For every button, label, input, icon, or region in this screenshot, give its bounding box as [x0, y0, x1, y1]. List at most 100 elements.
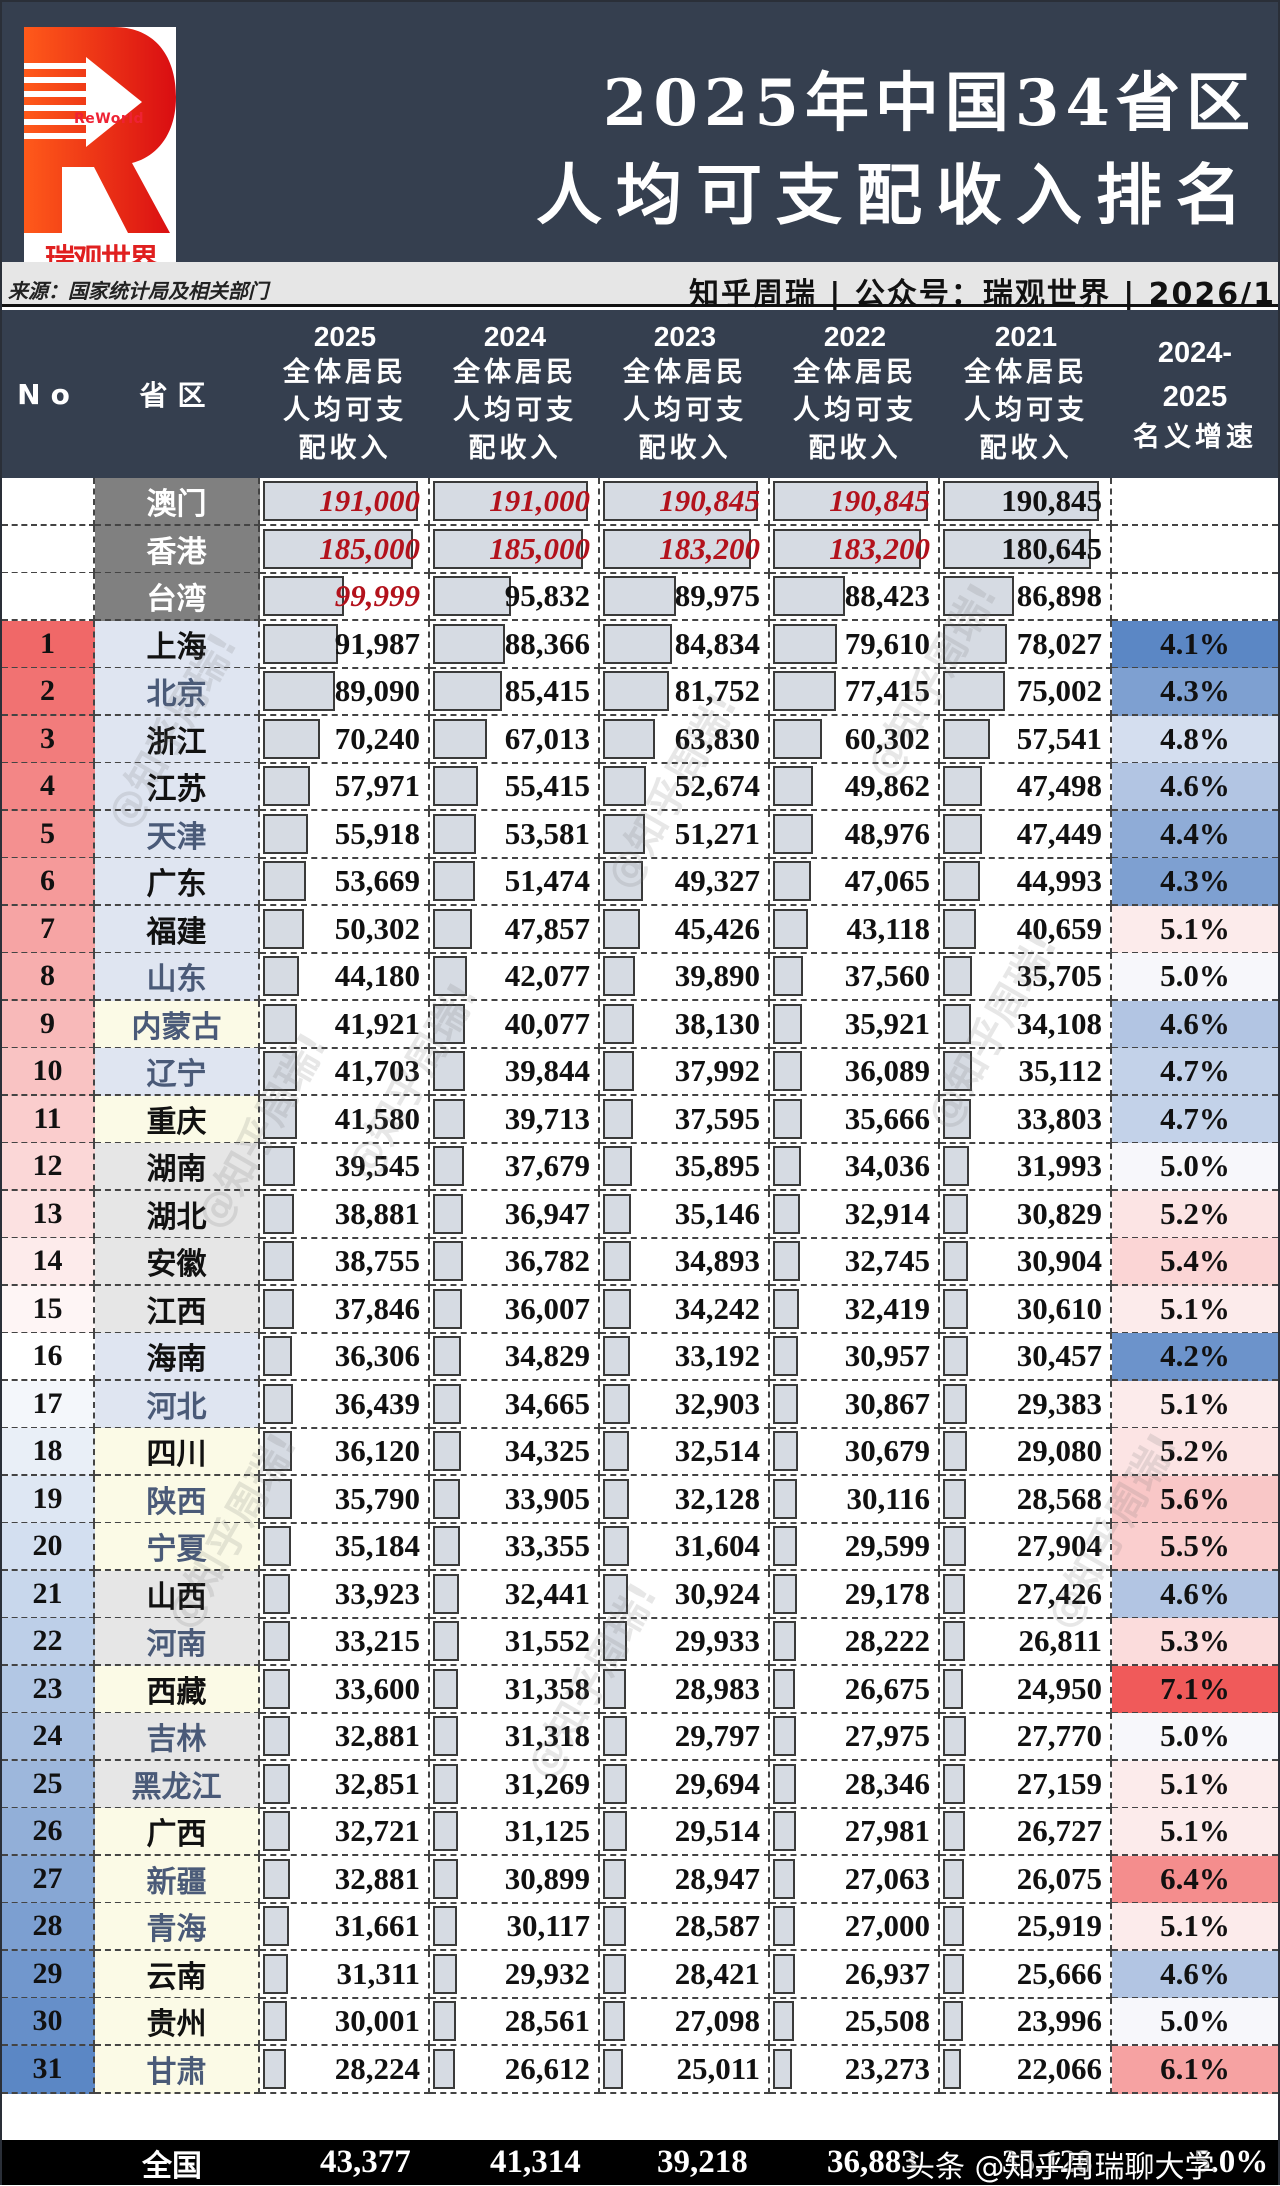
rank-cell: 13	[2, 1191, 95, 1239]
data-bar	[603, 1906, 626, 1946]
growth-cell: 4.2%	[1112, 1333, 1278, 1381]
growth-cell	[1112, 478, 1278, 526]
rank-cell	[2, 526, 95, 574]
data-bar	[263, 481, 418, 521]
rank-cell: 29	[2, 1951, 95, 1999]
province-cell: 贵州	[95, 1998, 260, 2046]
income-cell-2025: 185,000	[260, 526, 430, 574]
income-cell-2024: 31,358	[430, 1666, 600, 1714]
income-cell-2021: 190,845	[940, 478, 1112, 526]
data-bar	[433, 861, 475, 901]
growth-cell: 5.1%	[1112, 1808, 1278, 1856]
page-title-line1: 2025年中国34省区	[602, 66, 1256, 141]
table-row: 13 湖北 38,881 36,947 35,146 32,914 30,829 5.2%	[2, 1191, 1278, 1239]
income-cell-2023: 28,587	[600, 1903, 770, 1951]
province-cell: 河北	[95, 1381, 260, 1429]
province-cell: 广东	[95, 858, 260, 906]
income-cell-2024: 85,415	[430, 668, 600, 716]
income-cell-2023: 84,834	[600, 621, 770, 669]
rank-cell: 1	[2, 621, 95, 669]
table-row: 25 黑龙江 32,851 31,269 29,694 28,346 27,159 5.1%	[2, 1761, 1278, 1809]
income-cell-2022: 27,063	[770, 1856, 940, 1904]
growth-cell: 4.7%	[1112, 1096, 1278, 1144]
data-bar	[433, 1574, 459, 1614]
data-bar	[433, 1099, 465, 1139]
rank-cell: 2	[2, 668, 95, 716]
data-bar	[433, 1194, 463, 1234]
data-bar	[603, 814, 645, 854]
data-bar	[943, 1526, 966, 1566]
rank-cell: 20	[2, 1523, 95, 1571]
income-cell-2023: 183,200	[600, 526, 770, 574]
data-bar	[433, 1384, 461, 1424]
column-header-province: 省区	[139, 379, 216, 412]
table-row: 6 广东 53,669 51,474 49,327 47,065 44,993 4.3%	[2, 858, 1278, 906]
table-row: 24 吉林 32,881 31,318 29,797 27,975 27,770 5.0%	[2, 1713, 1278, 1761]
data-bar	[603, 909, 640, 949]
data-bar	[943, 861, 980, 901]
income-cell-2023: 89,975	[600, 573, 770, 621]
data-bar	[603, 1384, 630, 1424]
data-bar	[263, 1384, 293, 1424]
growth-cell: 5.4%	[1112, 1238, 1278, 1286]
growth-cell: 5.1%	[1112, 1381, 1278, 1429]
income-cell-2024: 67,013	[430, 716, 600, 764]
logo: ReWorld 瑞观世界	[24, 27, 176, 295]
income-cell-2025: 39,545	[260, 1143, 430, 1191]
income-cell-2021: 30,457	[940, 1333, 1112, 1381]
rank-cell	[2, 478, 95, 526]
data-bar	[773, 1194, 800, 1234]
rank-cell: 17	[2, 1381, 95, 1429]
data-bar	[773, 1431, 798, 1471]
national-growth: 5.0%	[1194, 2144, 1269, 2180]
income-cell-2021: 44,993	[940, 858, 1112, 906]
table-row: 18 四川 36,120 34,325 32,514 30,679 29,080 5.2%	[2, 1428, 1278, 1476]
data-bar	[433, 1859, 458, 1899]
growth-cell: 4.7%	[1112, 1048, 1278, 1096]
title-banner: ReWorld 瑞观世界 2025年中国34省区 人均可支配收入排名	[2, 2, 1278, 295]
rank-cell: 25	[2, 1761, 95, 1809]
income-cell-2024: 36,782	[430, 1238, 600, 1286]
income-cell-2024: 30,899	[430, 1856, 600, 1904]
province-cell: 山西	[95, 1571, 260, 1619]
data-bar	[943, 1859, 964, 1899]
province-cell: 湖南	[95, 1143, 260, 1191]
table-row: 31 甘肃 28,224 26,612 25,011 23,273 22,066 6.1%	[2, 2046, 1278, 2094]
growth-cell: 4.6%	[1112, 1571, 1278, 1619]
rank-cell	[2, 573, 95, 621]
income-cell-2021: 47,449	[940, 811, 1112, 859]
data-bar	[773, 1051, 802, 1091]
income-cell-2023: 190,845	[600, 478, 770, 526]
data-bar	[773, 624, 837, 664]
income-cell-2025: 35,790	[260, 1476, 430, 1524]
data-bar	[943, 1574, 965, 1614]
data-bar	[433, 576, 511, 616]
income-cell-2024: 88,366	[430, 621, 600, 669]
income-cell-2021: 29,383	[940, 1381, 1112, 1429]
rank-cell: 6	[2, 858, 95, 906]
data-bar	[773, 1716, 796, 1756]
data-bar	[433, 1811, 458, 1851]
data-bar	[603, 1431, 629, 1471]
data-bar	[603, 1004, 634, 1044]
income-cell-2022: 35,921	[770, 1001, 940, 1049]
income-cell-2022: 28,346	[770, 1761, 940, 1809]
income-cell-2021: 35,112	[940, 1048, 1112, 1096]
data-bar	[433, 1906, 457, 1946]
income-cell-2022: 43,118	[770, 906, 940, 954]
income-cell-2022: 47,065	[770, 858, 940, 906]
income-cell-2025: 28,224	[260, 2046, 430, 2094]
rank-cell: 23	[2, 1666, 95, 1714]
income-cell-2023: 34,242	[600, 1286, 770, 1334]
income-cell-2023: 45,426	[600, 906, 770, 954]
income-cell-2023: 29,797	[600, 1713, 770, 1761]
data-bar	[263, 909, 304, 949]
data-bar	[433, 624, 505, 664]
income-cell-2023: 32,514	[600, 1428, 770, 1476]
data-bar	[773, 1526, 797, 1566]
data-bar	[263, 1906, 289, 1946]
growth-cell: 4.8%	[1112, 716, 1278, 764]
data-bar	[263, 1954, 288, 1994]
table-row: 17 河北 36,439 34,665 32,903 30,867 29,383 5.1%	[2, 1381, 1278, 1429]
national-label: 全国	[142, 2148, 202, 2184]
